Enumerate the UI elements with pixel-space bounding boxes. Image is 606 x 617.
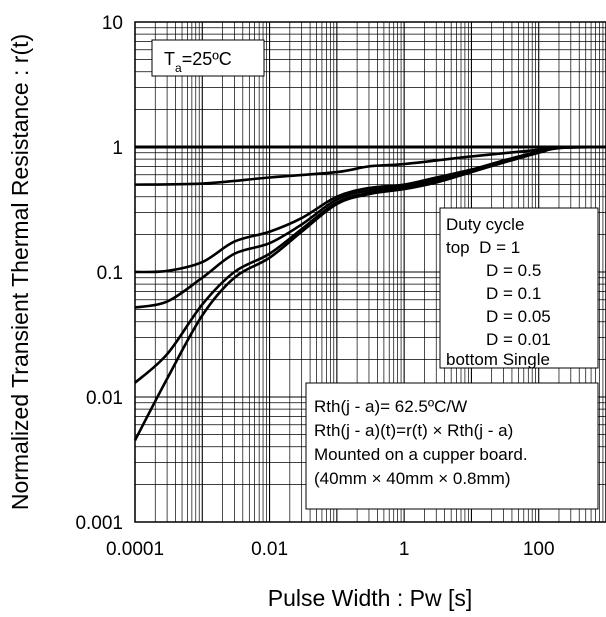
legend-title: Duty cycle	[446, 215, 524, 234]
info-line-formula: Rth(j - a)(t)=r(t) × Rth(j - a)	[314, 421, 513, 440]
x-tick-label: 1	[399, 539, 410, 560]
ta-subscript: a	[175, 61, 182, 75]
y-axis-label: Normalized Transient Thermal Resistance …	[7, 34, 33, 510]
x-axis-label: Pulse Width : Pw [s]	[268, 585, 473, 611]
info-line-size: (40mm × 40mm × 0.8mm)	[314, 469, 511, 488]
y-tick-label: 10	[102, 13, 123, 34]
y-tick-label: 0.01	[86, 388, 123, 409]
duty-cycle-legend: Duty cycle top D = 1 D = 0.5 D = 0.1 D =…	[439, 207, 599, 369]
tick-labels: 0.0001 0.01 1 100 0.001 0.01 0.1 1 10	[75, 13, 554, 560]
legend-line-d005: D = 0.05	[486, 307, 551, 326]
series-group	[133, 145, 606, 441]
legend-line-d1: top D = 1	[446, 238, 520, 257]
x-tick-label: 100	[523, 539, 555, 560]
ta-value: =25ºC	[182, 49, 232, 69]
x-tick-label: 0.0001	[106, 539, 164, 560]
y-tick-label: 1	[112, 138, 123, 159]
legend-line-d001: D = 0.01	[486, 330, 551, 349]
svg-text:Ta=25ºC: Ta=25ºC	[164, 49, 232, 75]
thermal-info-box: Rth(j - a)= 62.5ºC/W Rth(j - a)(t)=r(t) …	[305, 382, 599, 510]
info-line-rth: Rth(j - a)= 62.5ºC/W	[314, 397, 467, 416]
info-line-board: Mounted on a cupper board.	[314, 445, 528, 464]
y-tick-label: 0.1	[97, 263, 123, 284]
y-tick-label: 0.001	[75, 513, 123, 534]
legend-line-d01: D = 0.1	[486, 284, 541, 303]
series-line-5	[133, 145, 606, 441]
legend-line-single: bottom Single	[446, 350, 550, 369]
ta-symbol: T	[164, 49, 175, 69]
ambient-temperature-box: Ta=25ºC	[151, 39, 265, 77]
legend-line-d05: D = 0.5	[486, 261, 541, 280]
x-tick-label: 0.01	[251, 539, 288, 560]
